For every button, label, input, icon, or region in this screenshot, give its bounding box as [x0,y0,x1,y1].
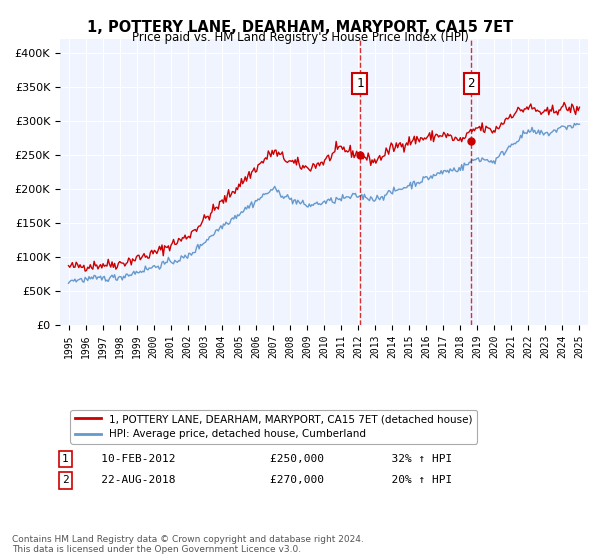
Text: 10-FEB-2012              £250,000          32% ↑ HPI: 10-FEB-2012 £250,000 32% ↑ HPI [81,454,452,464]
Text: Contains HM Land Registry data © Crown copyright and database right 2024.
This d: Contains HM Land Registry data © Crown c… [12,535,364,554]
Text: Price paid vs. HM Land Registry's House Price Index (HPI): Price paid vs. HM Land Registry's House … [131,31,469,44]
Text: 2: 2 [467,77,475,90]
Text: 1: 1 [356,77,364,90]
Text: 22-AUG-2018              £270,000          20% ↑ HPI: 22-AUG-2018 £270,000 20% ↑ HPI [81,475,452,486]
Text: 2: 2 [62,475,68,486]
Text: 1: 1 [62,454,68,464]
Text: 1, POTTERY LANE, DEARHAM, MARYPORT, CA15 7ET: 1, POTTERY LANE, DEARHAM, MARYPORT, CA15… [87,20,513,35]
Legend: 1, POTTERY LANE, DEARHAM, MARYPORT, CA15 7ET (detached house), HPI: Average pric: 1, POTTERY LANE, DEARHAM, MARYPORT, CA15… [70,410,476,444]
